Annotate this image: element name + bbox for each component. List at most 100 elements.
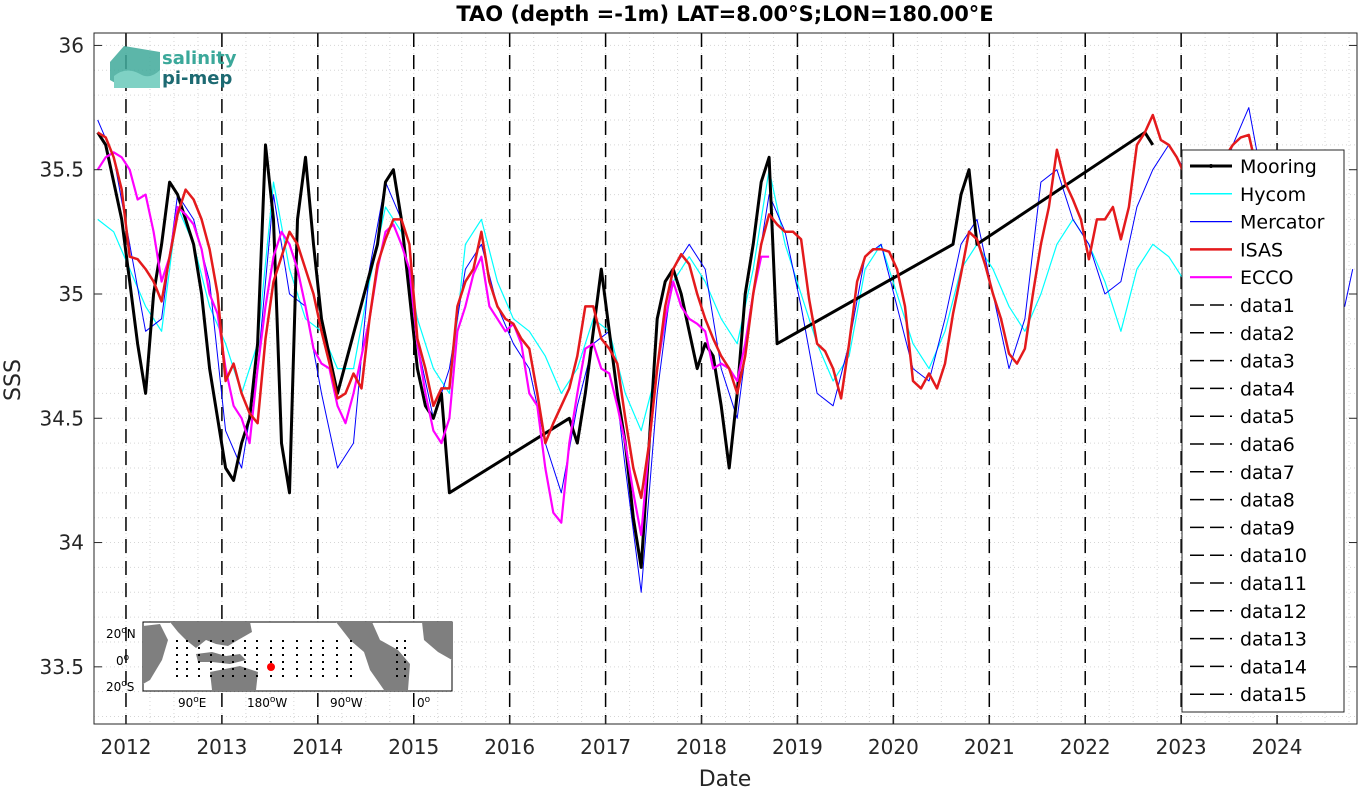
inset-lat-20n-suffix: N <box>127 627 136 641</box>
x-tick-label: 2013 <box>196 735 247 759</box>
legend-label-ecco: ECCO <box>1240 267 1294 289</box>
legend-label-data9: data9 <box>1240 517 1295 539</box>
inset-degree: o <box>425 695 431 705</box>
inset-dot <box>176 640 178 642</box>
inset-lon-0-value: 0 <box>417 696 425 710</box>
inset-dot <box>296 668 298 670</box>
plot-frame-bg <box>94 33 1357 724</box>
inset-dot <box>176 654 178 656</box>
inset-land-americas <box>336 622 410 690</box>
inset-dot <box>310 668 312 670</box>
inset-land-africa <box>143 624 168 684</box>
chart-title: TAO (depth =-1m) LAT=8.00°S;LON=180.00°E <box>456 2 993 26</box>
legend-marker-mooring <box>1209 164 1213 168</box>
inset-dot <box>396 675 398 677</box>
legend-label-data12: data12 <box>1240 601 1307 623</box>
x-axis-ticks: 2012 2013 2014 2015 2016 2017 2018 2019 2020 2021… <box>101 716 1303 759</box>
x-tick-label: 2024 <box>1252 735 1303 759</box>
inset-dot <box>232 661 234 663</box>
inset-lat-labels: 20oN 0o 20oS <box>106 626 136 694</box>
inset-dot <box>232 654 234 656</box>
legend-label-data11: data11 <box>1240 573 1307 595</box>
inset-dot <box>404 640 406 642</box>
inset-dot <box>244 661 246 663</box>
inset-dot <box>256 640 258 642</box>
y-tick-label: 35.5 <box>39 158 84 182</box>
inset-dot <box>244 654 246 656</box>
inset-degree: o <box>121 679 127 689</box>
legend-label-mercator: Mercator <box>1240 212 1325 234</box>
inset-dot <box>322 668 324 670</box>
inset-dot <box>282 647 284 649</box>
inset-dot <box>404 647 406 649</box>
inset-dot <box>186 647 188 649</box>
inset-dot <box>198 675 200 677</box>
x-axis-label: Date <box>699 767 752 790</box>
inset-dot <box>176 675 178 677</box>
inset-dot <box>270 647 272 649</box>
y-axis-ticks: 33.5 34 34.5 35 35.5 36 <box>39 33 1357 679</box>
inset-lon-180w-suffix: W <box>275 696 287 710</box>
inset-dot <box>232 668 234 670</box>
inset-dot <box>176 661 178 663</box>
legend-label-data5: data5 <box>1240 406 1295 428</box>
inset-dot <box>186 675 188 677</box>
inset-degree: o <box>345 695 351 705</box>
inset-dot <box>296 640 298 642</box>
inset-dot <box>322 640 324 642</box>
inset-dot <box>350 668 352 670</box>
legend-label-data10: data10 <box>1240 545 1307 567</box>
inset-dot <box>222 640 224 642</box>
inset-dot <box>350 647 352 649</box>
inset-dot <box>186 668 188 670</box>
inset-dot <box>270 675 272 677</box>
inset-degree: o <box>270 695 276 705</box>
inset-dot <box>296 654 298 656</box>
y-tick-label: 35 <box>59 282 84 306</box>
legend-label-data2: data2 <box>1240 323 1295 345</box>
inset-dot <box>198 647 200 649</box>
inset-dot <box>322 654 324 656</box>
inset-dot <box>210 675 212 677</box>
inset-land-west-africa <box>422 622 452 660</box>
inset-lon-180w-value: 180 <box>247 696 270 710</box>
inset-dot <box>282 661 284 663</box>
inset-dot <box>256 661 258 663</box>
x-tick-label: 2020 <box>868 735 919 759</box>
x-tick-label: 2014 <box>292 735 343 759</box>
x-tick-label: 2015 <box>388 735 439 759</box>
inset-dot <box>350 640 352 642</box>
inset-map: 20oN 0o 20oS 90oE 180oW 90oW 0o <box>106 621 453 710</box>
inset-dot <box>350 654 352 656</box>
inset-dot <box>396 654 398 656</box>
inset-dot <box>176 668 178 670</box>
inset-dot <box>396 640 398 642</box>
inset-dot <box>270 654 272 656</box>
inset-dot <box>210 668 212 670</box>
inset-dot <box>210 640 212 642</box>
inset-dot <box>256 654 258 656</box>
inset-dot <box>322 675 324 677</box>
inset-lon-90e-value: 90 <box>178 696 193 710</box>
inset-dot <box>296 647 298 649</box>
inset-dot <box>270 661 272 663</box>
x-tick-label: 2021 <box>964 735 1015 759</box>
inset-dot <box>244 640 246 642</box>
inset-dot <box>232 640 234 642</box>
y-tick-label: 34.5 <box>39 406 84 430</box>
inset-lon-labels: 90oE 180oW 90oW 0o <box>178 695 431 710</box>
inset-dot <box>222 668 224 670</box>
x-tick-label: 2018 <box>676 735 727 759</box>
inset-mooring-dots <box>176 640 406 677</box>
inset-dot <box>322 647 324 649</box>
inset-lat-20n: 20oN <box>106 626 136 641</box>
inset-dot <box>310 640 312 642</box>
inset-degree: o <box>124 653 130 663</box>
legend-label-data4: data4 <box>1240 378 1295 400</box>
inset-dot <box>210 647 212 649</box>
salinity-pi-mep-logo: salinity pi-mep <box>110 46 237 89</box>
series-group <box>96 107 1354 593</box>
inset-dot <box>350 661 352 663</box>
inset-dot <box>244 675 246 677</box>
inset-dot <box>198 661 200 663</box>
